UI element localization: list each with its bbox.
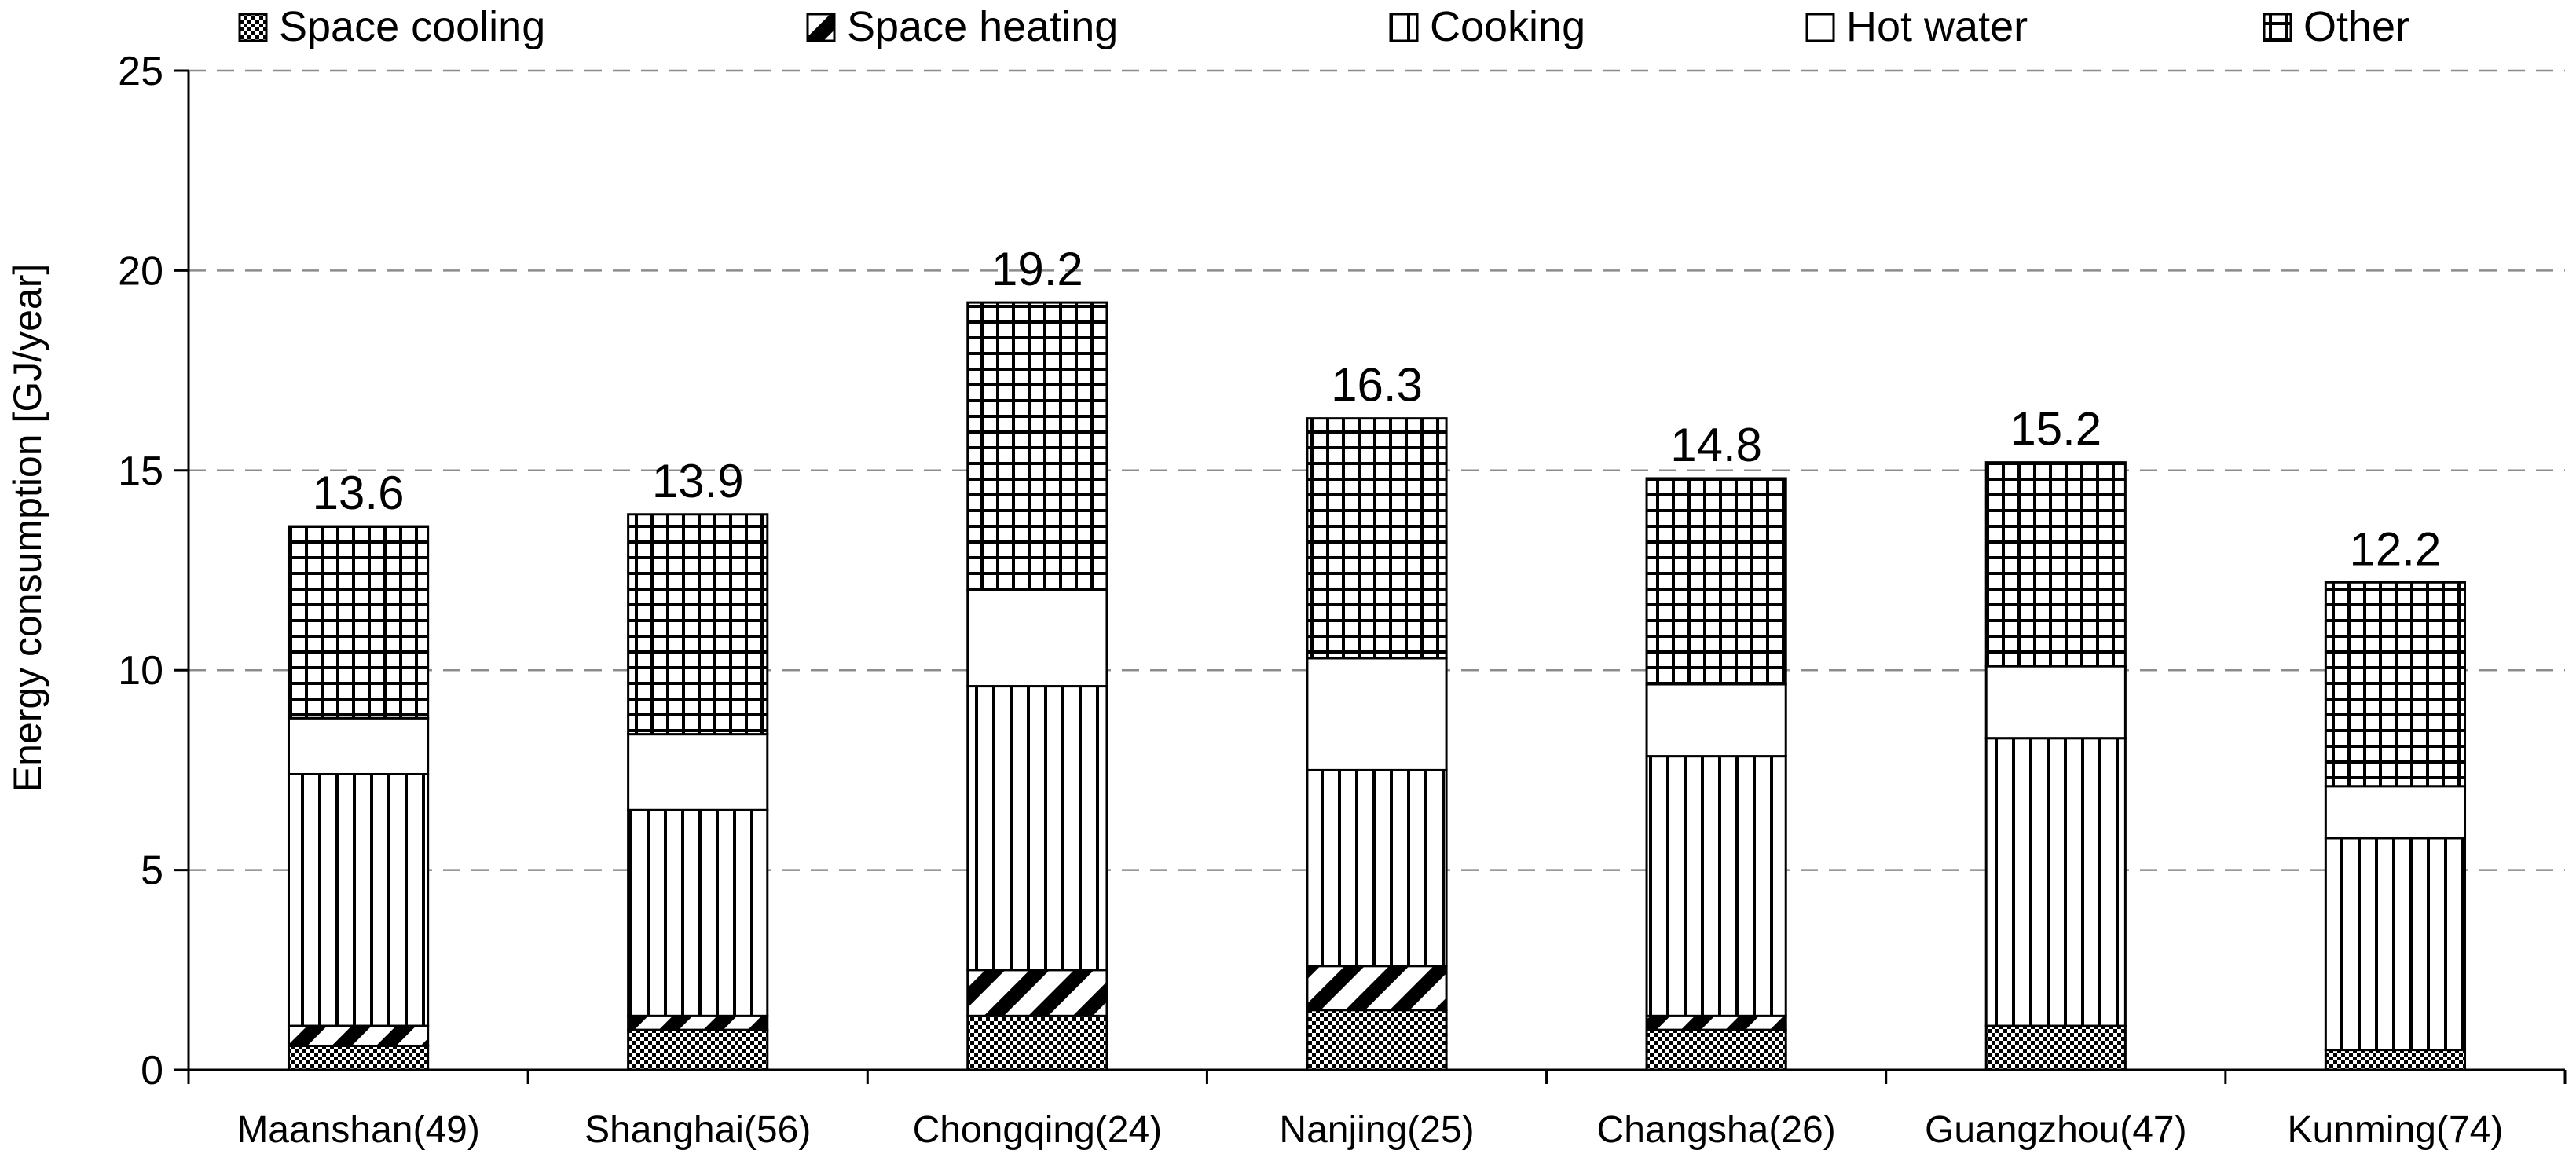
bar-segment-cooking xyxy=(966,685,1108,972)
legend-label: Cooking xyxy=(1430,3,1585,50)
bar-segment-hot-water xyxy=(1984,665,2127,740)
bar-segment-other xyxy=(966,301,1108,591)
bar-segment-other xyxy=(2324,581,2467,788)
bar-segment-hot-water xyxy=(1645,683,1787,758)
y-axis-label: Energy consumption [GJ/year] xyxy=(5,264,49,793)
x-tick-label: Kunming(74) xyxy=(2288,1109,2504,1151)
x-tick-label: Changsha(26) xyxy=(1597,1109,1836,1151)
total-label: 14.8 xyxy=(1670,419,1762,471)
bar-segment-hot-water xyxy=(966,588,1108,688)
y-tick-labels: 0 5 10 15 20 25 xyxy=(118,49,163,1093)
x-tick-labels: Maanshan(49) Shanghai(56) Chongqing(24) Nan… xyxy=(236,1109,2503,1151)
bar-segment-space-heating xyxy=(1306,965,1448,1012)
legend-swatch xyxy=(238,13,268,42)
bar-segment-cooking xyxy=(1645,755,1787,1017)
y-tick-label: 20 xyxy=(118,248,163,294)
legend-swatch xyxy=(1389,13,1419,42)
bar-segment-hot-water xyxy=(2324,785,2467,840)
bar-segment-space-heating xyxy=(966,969,1108,1017)
legend-label: Space cooling xyxy=(279,3,545,50)
x-tick-label: Nanjing(25) xyxy=(1279,1109,1474,1151)
bar-segment-space-heating xyxy=(627,1014,769,1031)
y-tick-label: 10 xyxy=(118,648,163,694)
y-tick-label: 0 xyxy=(141,1048,163,1093)
bar-segment-other xyxy=(1984,461,2127,668)
bar-segment-space-cooling xyxy=(966,1014,1108,1071)
x-tick-label: Shanghai(56) xyxy=(584,1109,811,1151)
legend: Space cooling Space heating Cooking Hot wat… xyxy=(238,3,2409,50)
bar-segment-cooking xyxy=(287,772,430,1027)
legend-label: Hot water xyxy=(1846,3,2028,50)
x-tick-label: Guangzhou(47) xyxy=(1925,1109,2187,1151)
bar-segment-cooking xyxy=(2324,837,2467,1052)
bar-segment-space-cooling xyxy=(1645,1028,1787,1071)
bar-segment-other xyxy=(1645,477,1787,686)
bar-segment-cooking xyxy=(627,808,769,1017)
total-label: 13.6 xyxy=(313,467,405,519)
total-label: 19.2 xyxy=(991,243,1083,295)
bar-segment-other xyxy=(627,513,769,736)
bar-segment-space-cooling xyxy=(1306,1009,1448,1071)
axes xyxy=(174,69,2567,1084)
total-labels: 13.6 13.9 19.2 16.3 14.8 15.2 12.2 xyxy=(313,243,2442,575)
total-label: 15.2 xyxy=(2010,403,2101,456)
legend-label: Other xyxy=(2303,3,2409,50)
x-tick-label: Maanshan(49) xyxy=(236,1109,480,1151)
bar-segment-cooking xyxy=(1306,768,1448,968)
legend-label: Space heating xyxy=(847,3,1118,50)
total-label: 13.9 xyxy=(652,455,744,507)
bar-segment-space-heating xyxy=(287,1024,430,1047)
bar-segment-hot-water xyxy=(1306,657,1448,771)
bar-segment-space-cooling xyxy=(287,1044,430,1071)
bar-segment-space-heating xyxy=(1645,1014,1787,1031)
total-label: 16.3 xyxy=(1331,359,1423,412)
y-tick-label: 15 xyxy=(118,449,163,494)
y-tick-label: 25 xyxy=(118,49,163,94)
y-tick-label: 5 xyxy=(141,848,163,894)
x-tick-label: Chongqing(24) xyxy=(913,1109,1163,1151)
bars xyxy=(287,301,2467,1071)
bar-segment-other xyxy=(287,525,430,720)
bar-segment-space-cooling xyxy=(1984,1024,2127,1071)
bar-segment-hot-water xyxy=(627,733,769,811)
legend-swatch xyxy=(2263,13,2292,42)
legend-swatch xyxy=(806,13,836,42)
bar-segment-hot-water xyxy=(287,716,430,775)
bar-segment-cooking xyxy=(1984,737,2127,1027)
legend-swatch xyxy=(1805,13,1835,42)
bar-segment-space-cooling xyxy=(2324,1049,2467,1071)
bar-segment-space-cooling xyxy=(627,1028,769,1071)
bar-segment-other xyxy=(1306,417,1448,660)
total-label: 12.2 xyxy=(2350,522,2442,575)
